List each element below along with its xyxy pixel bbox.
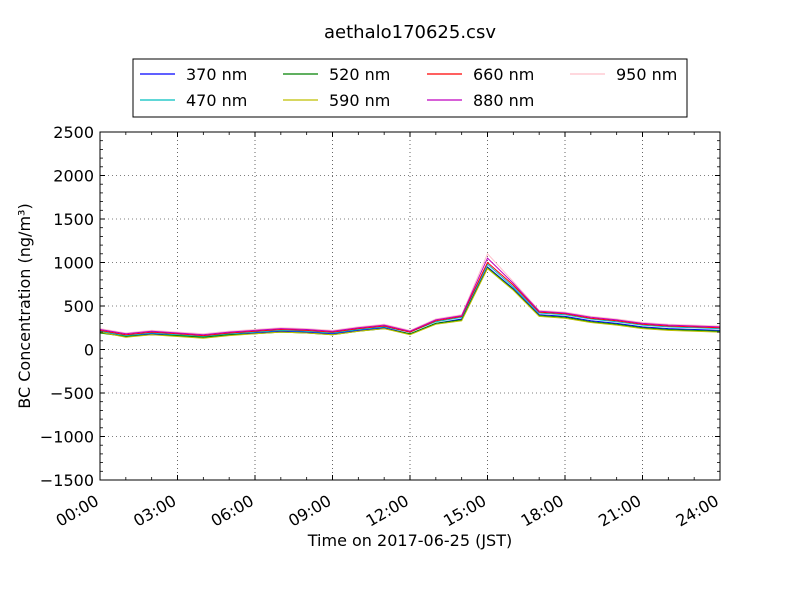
- series-line-660-nm: [99, 261, 721, 337]
- legend-box: [132, 58, 688, 118]
- legend-label: 470 nm: [186, 91, 247, 110]
- series-line-520-nm: [99, 266, 721, 338]
- series-lines: [99, 252, 721, 339]
- axis-ticks: [99, 131, 721, 481]
- legend-label: 520 nm: [329, 65, 390, 84]
- x-tick-label: 21:00: [595, 491, 644, 531]
- x-tick-label: 03:00: [130, 491, 179, 531]
- y-tick-label: 2500: [53, 123, 94, 142]
- y-tick-label: −500: [50, 384, 94, 403]
- y-axis-label: BC Concentration (ng/m³): [15, 203, 34, 408]
- y-tick-label: 2000: [53, 167, 94, 186]
- x-tick-label: 06:00: [208, 491, 257, 531]
- x-tick-label: 18:00: [518, 491, 567, 531]
- y-tick-label: 1000: [53, 254, 94, 273]
- legend-label: 660 nm: [473, 65, 534, 84]
- x-tick-label: 24:00: [673, 491, 722, 531]
- x-tick-label: 12:00: [363, 491, 412, 531]
- grid: [99, 131, 721, 481]
- series-line-950-nm: [99, 252, 721, 335]
- y-tick-label: 500: [63, 297, 94, 316]
- y-tick-label: −1000: [40, 428, 94, 447]
- y-tick-label: −1500: [40, 471, 94, 490]
- x-tick-label: 00:00: [53, 491, 102, 531]
- y-tick-label: 0: [84, 341, 94, 360]
- y-tick-label: 1500: [53, 210, 94, 229]
- series-line-590-nm: [99, 267, 721, 339]
- x-tick-label: 09:00: [285, 491, 334, 531]
- series-line-880-nm: [99, 257, 721, 336]
- x-axis-label: Time on 2017-06-25 (JST): [307, 531, 512, 550]
- legend-label: 880 nm: [473, 91, 534, 110]
- x-tick-label: 15:00: [440, 491, 489, 531]
- chart-title: aethalo170625.csv: [324, 22, 496, 43]
- legend: 370 nm 470 nm 520 nm 590 nm 660 nm 880 nm 950 …: [132, 58, 688, 118]
- legend-label: 370 nm: [186, 65, 247, 84]
- legend-label: 950 nm: [616, 65, 677, 84]
- legend-label: 590 nm: [329, 91, 390, 110]
